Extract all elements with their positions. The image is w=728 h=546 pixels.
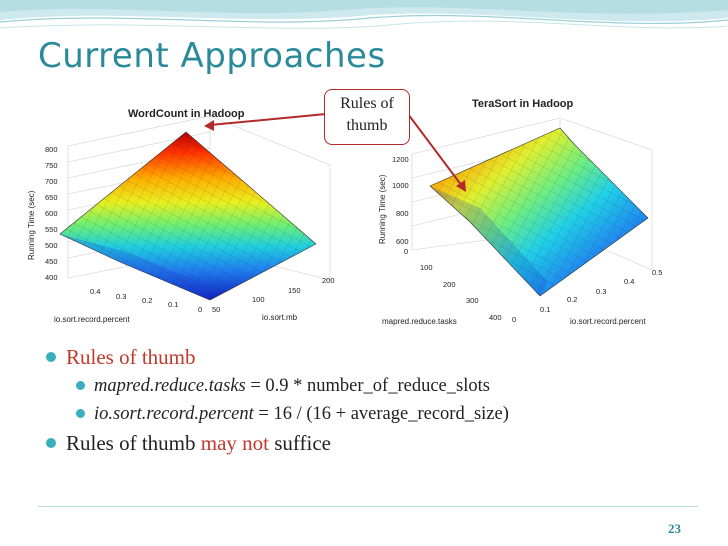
wordcount-x-ticks: 0.4 0.3 0.2 0.1 0	[90, 287, 202, 314]
bullet-dot	[46, 438, 56, 448]
svg-text:800: 800	[396, 209, 409, 218]
svg-text:0.3: 0.3	[596, 287, 606, 296]
svg-text:0.5: 0.5	[652, 268, 662, 277]
svg-text:400: 400	[489, 313, 502, 322]
svg-text:0: 0	[404, 247, 408, 256]
svg-text:150: 150	[288, 286, 301, 295]
callout-arrows	[204, 113, 466, 192]
svg-text:0.2: 0.2	[142, 296, 152, 305]
wordcount-ylabel: io.sort.mb	[262, 313, 298, 322]
slide-title: Current Approaches	[38, 36, 386, 76]
svg-text:200: 200	[322, 276, 335, 285]
svg-text:0: 0	[512, 315, 516, 324]
svg-text:100: 100	[252, 295, 265, 304]
wordcount-z-ticks: 800 750 700 650 600 550 500 450 400	[45, 145, 58, 282]
svg-text:1200: 1200	[392, 155, 409, 164]
terasort-ylabel: io.sort.record.percent	[570, 317, 646, 326]
svg-text:400: 400	[45, 273, 58, 282]
bullet-reduce-tasks: mapred.reduce.tasks = 0.9 * number_of_re…	[44, 372, 704, 400]
svg-text:0.4: 0.4	[90, 287, 100, 296]
svg-text:0: 0	[198, 305, 202, 314]
svg-text:0.1: 0.1	[540, 305, 550, 314]
wordcount-xlabel: io.sort.record.percent	[54, 315, 130, 324]
bullet-list: Rules of thumb mapred.reduce.tasks = 0.9…	[44, 342, 704, 458]
callout-line-2: thumb	[346, 117, 388, 134]
terasort-title: TeraSort in Hadoop	[472, 98, 574, 110]
svg-text:800: 800	[45, 145, 58, 154]
svg-text:700: 700	[45, 177, 58, 186]
terasort-z-ticks: 1200 1000 800 600	[392, 155, 409, 246]
callout-line-1: Rules of	[340, 95, 394, 112]
svg-text:600: 600	[396, 237, 409, 246]
svg-text:200: 200	[443, 280, 456, 289]
bullet-may-not-suffice: Rules of thumb may not suffice	[44, 428, 704, 458]
svg-text:0.1: 0.1	[168, 300, 178, 309]
svg-text:300: 300	[466, 296, 479, 305]
wordcount-plot: WordCount in Hadoop 800 750 700 650 600 …	[27, 108, 335, 324]
svg-text:100: 100	[420, 263, 433, 272]
terasort-zlabel: Running Time (sec)	[378, 174, 387, 244]
svg-text:450: 450	[45, 257, 58, 266]
svg-text:0.2: 0.2	[567, 295, 577, 304]
bullet-record-percent: io.sort.record.percent = 16 / (16 + aver…	[44, 400, 704, 428]
svg-text:600: 600	[45, 209, 58, 218]
terasort-xlabel: mapred.reduce.tasks	[382, 317, 457, 326]
terasort-plot: TeraSort in Hadoop 1200 1000 800 600 Run…	[378, 98, 662, 326]
header-wave-decoration	[0, 0, 728, 29]
wordcount-title: WordCount in Hadoop	[128, 108, 245, 120]
svg-text:750: 750	[45, 161, 58, 170]
bullet-dot	[76, 381, 85, 390]
wordcount-y-ticks: 50 100 150 200	[212, 276, 335, 314]
svg-text:50: 50	[212, 305, 220, 314]
terasort-x-ticks: 0 100 200 300 400	[404, 247, 502, 322]
bullet-dot	[76, 409, 85, 418]
svg-text:0.4: 0.4	[624, 277, 634, 286]
svg-text:550: 550	[45, 225, 58, 234]
svg-text:1000: 1000	[392, 181, 409, 190]
wordcount-zlabel: Running Time (sec)	[27, 190, 36, 260]
svg-text:650: 650	[45, 193, 58, 202]
svg-text:0.3: 0.3	[116, 292, 126, 301]
rules-of-thumb-callout: Rules of thumb	[324, 89, 410, 145]
bullet-rules-of-thumb: Rules of thumb	[44, 342, 704, 372]
terasort-y-ticks: 0 0.1 0.2 0.3 0.4 0.5	[512, 268, 662, 324]
page-number: 23	[668, 521, 681, 536]
footer-divider	[38, 506, 698, 507]
svg-text:500: 500	[45, 241, 58, 250]
bullet-dot	[46, 352, 56, 362]
